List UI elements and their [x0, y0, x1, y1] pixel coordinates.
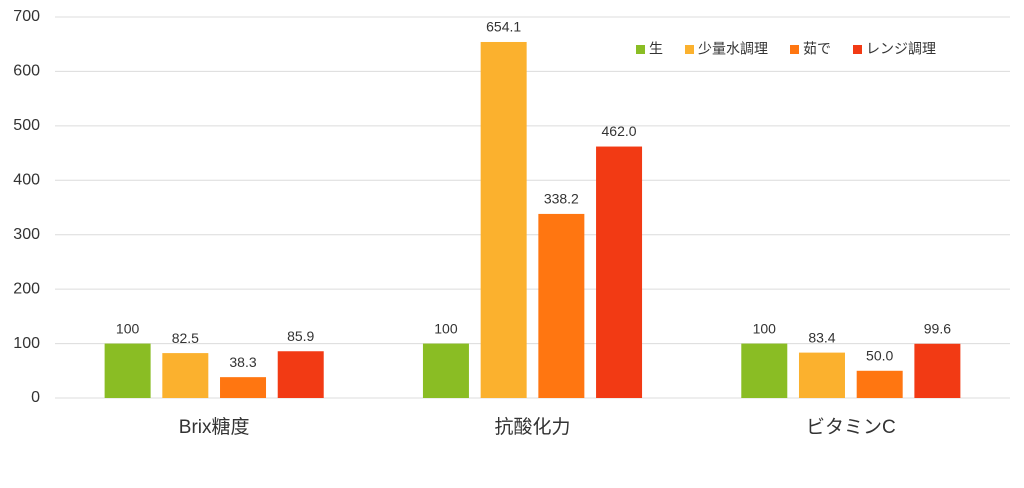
value-label: 654.1	[486, 19, 521, 35]
value-label: 83.4	[808, 329, 835, 345]
y-tick-label: 600	[13, 63, 40, 80]
legend-swatch	[636, 45, 645, 54]
y-tick-label: 700	[13, 8, 40, 25]
legend-label: 少量水調理	[698, 41, 768, 57]
bar	[277, 351, 324, 398]
value-label: 100	[753, 320, 777, 336]
y-tick-label: 400	[13, 172, 40, 189]
bar	[220, 377, 267, 398]
legend-swatch	[853, 45, 862, 54]
y-tick-label: 500	[13, 117, 40, 134]
legend-label: レンジ調理	[866, 41, 936, 57]
bar	[741, 343, 788, 398]
value-label: 99.6	[924, 320, 951, 336]
y-tick-label: 100	[13, 335, 40, 352]
value-label: 462.0	[602, 123, 637, 139]
bar	[914, 343, 961, 398]
bar	[856, 370, 903, 398]
value-label: 85.9	[287, 328, 314, 344]
y-tick-label: 300	[13, 226, 40, 243]
y-tick-label: 0	[31, 389, 40, 406]
legend-swatch	[685, 45, 694, 54]
value-label: 82.5	[172, 330, 199, 346]
bar	[596, 146, 643, 398]
x-tick-label: ビタミンC	[806, 416, 896, 438]
value-label: 100	[116, 320, 140, 336]
legend-swatch	[790, 45, 799, 54]
y-tick-label: 200	[13, 280, 40, 297]
legend-label: 茹で	[803, 41, 831, 57]
bar	[538, 213, 585, 398]
value-label: 100	[434, 320, 458, 336]
bar	[104, 343, 151, 398]
bar	[162, 353, 209, 398]
bar	[480, 41, 527, 398]
x-tick-label: 抗酸化力	[494, 416, 570, 438]
bar	[422, 343, 469, 398]
value-label: 50.0	[866, 347, 893, 363]
x-tick-label: Brix糖度	[179, 416, 250, 438]
value-label: 38.3	[229, 354, 256, 370]
bar	[798, 352, 845, 398]
legend-label: 生	[649, 41, 663, 57]
value-label: 338.2	[544, 191, 579, 207]
